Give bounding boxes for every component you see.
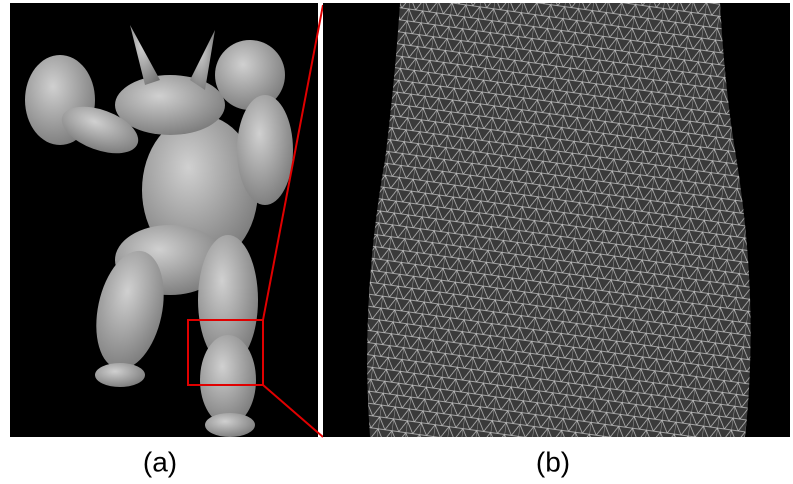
caption: (a)	[143, 446, 177, 477]
caption: (b)	[536, 446, 570, 477]
figure: (a) (b)	[0, 0, 793, 484]
